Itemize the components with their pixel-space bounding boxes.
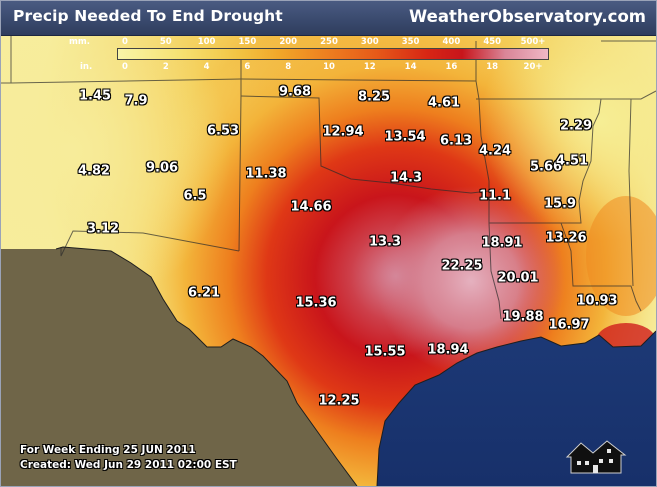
map-value-la-sw: 19.88: [502, 309, 544, 325]
in-tick: 16: [445, 62, 458, 72]
map-value-ar-n: 2.29: [559, 118, 593, 134]
coastline: [376, 330, 656, 486]
map-value-la-se: 10.93: [576, 293, 618, 309]
map-value-nm-nw: 1.45: [78, 88, 112, 104]
map-value-ar-w: 4.24: [478, 143, 512, 159]
map-value-ar-sw: 11.1: [478, 188, 512, 204]
map-value-ok-s: 14.3: [389, 170, 423, 186]
map-value-ok-panhandle: 9.68: [278, 84, 312, 100]
map-value-tx-e: 22.25: [441, 258, 483, 274]
map-value-nm-n: 7.9: [124, 93, 148, 109]
map-value-la-n: 13.26: [545, 230, 587, 246]
mm-tick: 400: [442, 37, 461, 47]
mm-tick: 0: [122, 37, 128, 47]
brand-name: WeatherObservatory.com: [409, 7, 646, 26]
mm-tick: 450: [483, 37, 502, 47]
mm-tick: 100: [197, 37, 216, 47]
map-value-ar-s: 15.9: [543, 196, 577, 212]
house-icon: [565, 440, 627, 474]
legend-mm-ticks: 0 50 100 150 200 250 300 350 400 450 500+: [117, 37, 549, 48]
in-tick: 12: [363, 62, 376, 72]
in-tick: 14: [404, 62, 417, 72]
us-mexico-border: [55, 246, 358, 486]
in-tick: 4: [203, 62, 210, 72]
legend-in-unit: in.: [80, 62, 93, 72]
legend-in-ticks: 0 2 4 6 8 10 12 14 16 18 20+: [117, 62, 549, 73]
drought-map: [1, 36, 656, 486]
mm-tick: 350: [401, 37, 420, 47]
legend-color-bar: [117, 48, 549, 60]
in-tick: 18: [486, 62, 499, 72]
created-text: Created: Wed Jun 29 2011 02:00 EST: [20, 459, 237, 471]
mm-tick: 250: [320, 37, 338, 47]
map-value-la-s: 16.97: [548, 317, 590, 333]
state-borders: [1, 36, 656, 320]
map-value-nm-w: 4.82: [77, 163, 111, 179]
map-value-ok-n: 8.25: [357, 89, 391, 105]
map-value-ok-e: 6.13: [439, 133, 473, 149]
mm-tick: 50: [159, 37, 172, 47]
in-tick: 8: [285, 62, 292, 72]
map-value-tx-s: 12.25: [318, 393, 360, 409]
map-value-tx-ne: 18.91: [481, 235, 523, 251]
in-tick: 10: [323, 62, 335, 72]
map-value-tx-panhandle: 11.38: [245, 166, 287, 182]
map-value-nm-ne: 6.53: [206, 123, 240, 139]
map-value-tx-w: 6.21: [187, 285, 221, 301]
map-value-ok-c: 13.54: [384, 129, 426, 145]
map-value-nm-c: 9.06: [145, 160, 179, 176]
map-value-nm-se: 6.5: [183, 188, 207, 204]
in-tick: 20+: [523, 62, 543, 72]
mm-tick: 150: [238, 37, 257, 47]
map-value-nm-sw: 3.12: [86, 221, 120, 237]
in-tick: 2: [162, 62, 169, 72]
legend-mm-unit: mm.: [69, 37, 90, 47]
map-value-la-nw: 20.01: [497, 270, 539, 286]
week-ending-text: For Week Ending 25 JUN 2011: [20, 444, 196, 456]
map-value-ar-c: 5.66: [529, 159, 563, 175]
mm-tick: 500+: [520, 37, 546, 47]
in-tick: 0: [122, 62, 128, 72]
mm-tick: 300: [360, 37, 379, 47]
map-value-tx-nw: 14.66: [290, 199, 332, 215]
map-value-tx-wc: 15.36: [295, 295, 337, 311]
map-value-tx-se: 18.94: [427, 342, 469, 358]
map-value-tx-nc: 13.3: [368, 234, 402, 250]
mm-tick: 200: [279, 37, 298, 47]
map-value-ok-w: 12.94: [322, 124, 364, 140]
map-value-tx-sc: 15.55: [364, 344, 406, 360]
map-value-ok-ne: 4.61: [427, 95, 461, 111]
header-bar: Precip Needed To End Drought WeatherObse…: [1, 1, 656, 36]
in-tick: 6: [244, 62, 251, 72]
map-value-ar-e: 4.51: [555, 153, 589, 169]
page-title: Precip Needed To End Drought: [13, 7, 283, 25]
mexico-land: [1, 247, 357, 486]
